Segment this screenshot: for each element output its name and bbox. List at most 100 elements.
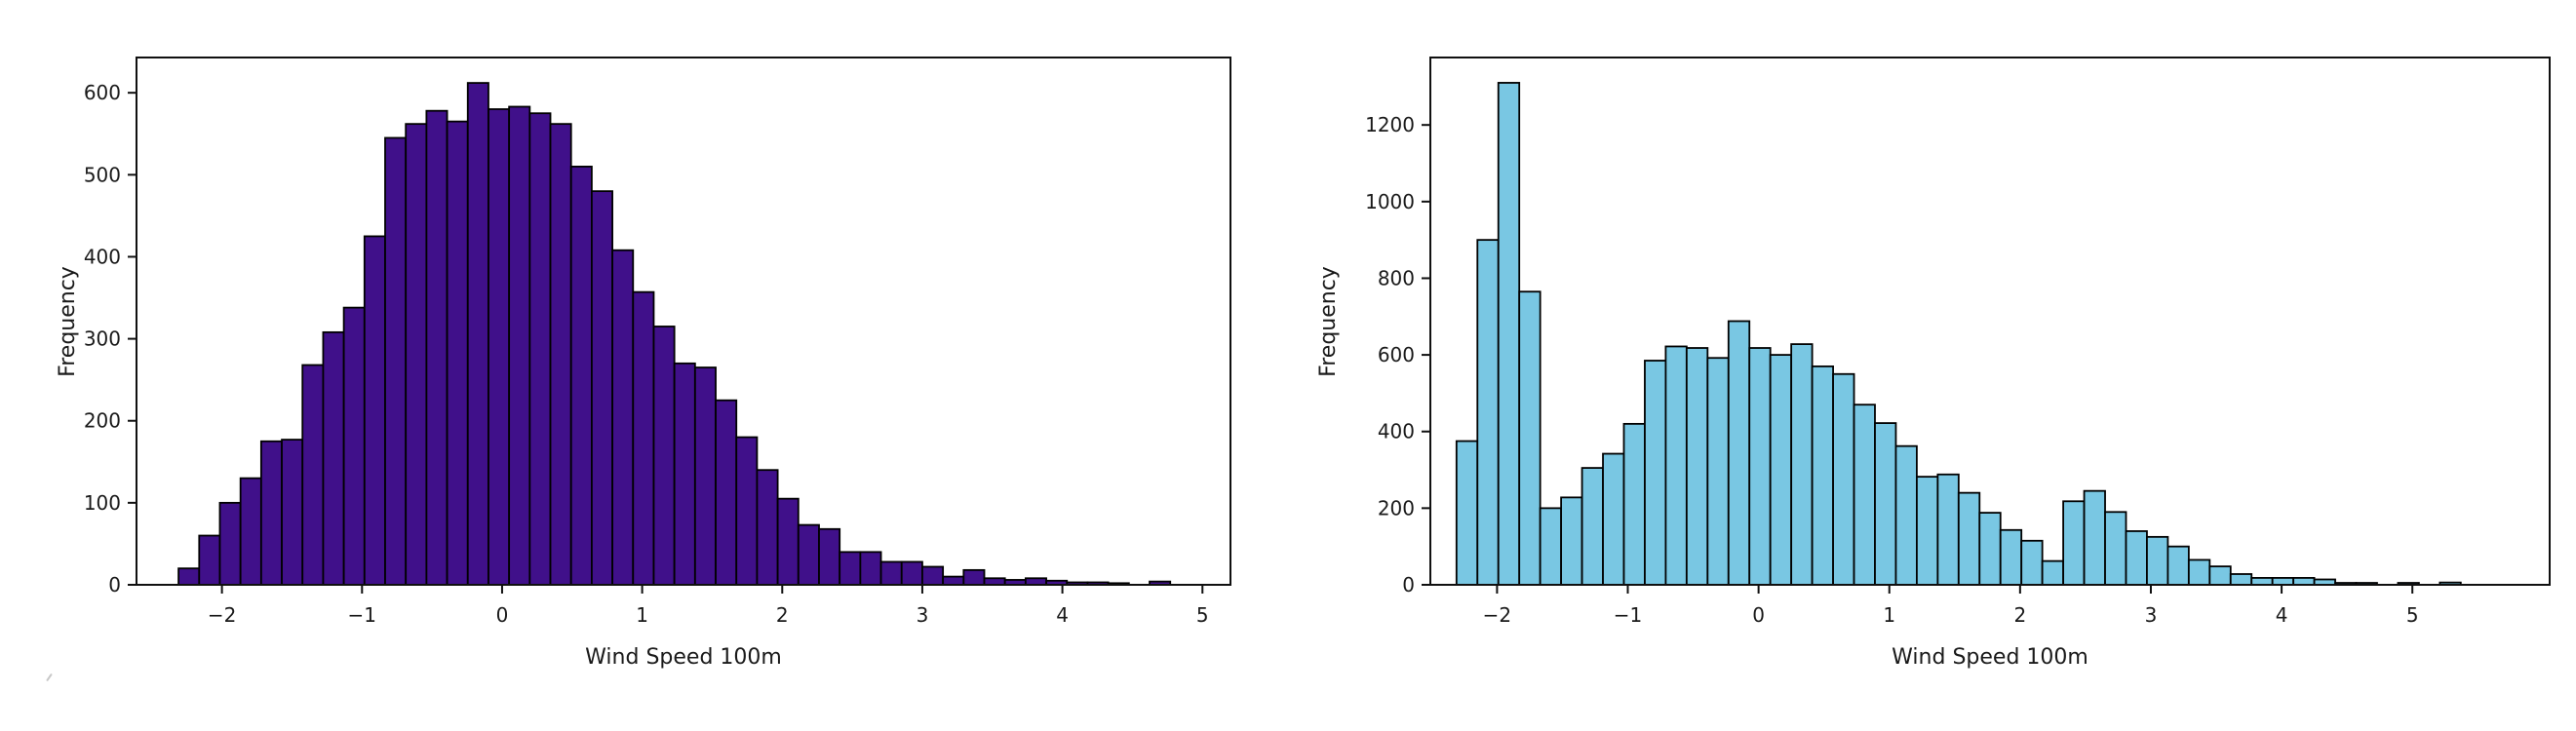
histogram-bar	[921, 565, 945, 586]
histogram-bar	[900, 560, 923, 586]
histogram-bar	[1455, 440, 1479, 586]
histogram-bar	[2166, 545, 2190, 586]
histogram-bar	[1999, 528, 2023, 586]
x-tick-label: 0	[496, 603, 509, 627]
histogram-bar	[735, 436, 759, 586]
histogram-bar	[508, 105, 531, 586]
histogram-bar	[466, 82, 489, 586]
histogram-bar	[1622, 422, 1646, 586]
x-tick-label: −2	[208, 603, 236, 627]
left-plot-area: −2 −1 0 1 2 3 4 5 0 100 200 300 400 500 600	[84, 57, 1231, 627]
histogram-bar	[1936, 473, 1960, 586]
histogram-bar	[818, 527, 841, 586]
histogram-bar	[1644, 360, 1667, 586]
x-tick-label: 1	[1883, 603, 1895, 627]
histogram-bar	[983, 577, 1006, 586]
histogram-bar	[342, 306, 366, 586]
x-axis-label: Wind Speed 100m	[585, 645, 782, 670]
x-tick-label: 3	[2145, 603, 2158, 627]
x-tick-label: 4	[1056, 603, 1069, 627]
histogram-bar	[2041, 559, 2065, 586]
histogram-bar	[652, 326, 676, 586]
histogram-bar	[1916, 476, 1939, 586]
x-tick-label: 5	[1196, 603, 1209, 627]
y-axis-label: Frequency	[1316, 266, 1341, 377]
histogram-bar	[879, 560, 903, 586]
histogram-bar	[1874, 422, 1897, 586]
y-tick-label: 0	[108, 573, 121, 596]
y-tick-label: 0	[1402, 573, 1415, 596]
histogram-bar	[1560, 496, 1583, 586]
x-tick-label: −2	[1483, 603, 1511, 627]
histogram-bar	[1894, 444, 1918, 586]
x-tick-label: 4	[2276, 603, 2288, 627]
histogram-bar	[1685, 347, 1709, 586]
y-tick-label: 300	[84, 327, 121, 351]
x-tick-label: 3	[917, 603, 929, 627]
plot-border	[136, 57, 1231, 586]
histogram-bar	[756, 469, 779, 586]
histogram-bar	[1602, 452, 1625, 586]
histogram-bar	[177, 567, 201, 586]
histogram-bar	[2208, 565, 2232, 586]
histogram-bar	[2146, 535, 2169, 586]
y-tick-label: 200	[84, 409, 121, 433]
histogram-bar	[2250, 577, 2274, 586]
right-histogram-chart: −2 −1 0 1 2 3 4 5 0 200 400 600 800 1000 1200 Wind Spe…	[1316, 57, 2551, 670]
histogram-bar	[425, 109, 449, 586]
histogram-bar	[528, 112, 552, 586]
histogram-bar	[591, 190, 613, 586]
histogram-bar	[218, 501, 242, 586]
x-tick-label: 1	[636, 603, 648, 627]
histogram-bar	[859, 551, 882, 586]
histogram-bar	[1518, 290, 1542, 586]
histogram-bar	[2271, 577, 2295, 586]
histogram-bar	[1853, 404, 1876, 586]
histogram-bar	[611, 249, 635, 586]
histogram-bar	[405, 123, 428, 586]
right-plot-area: −2 −1 0 1 2 3 4 5 0 200 400 600 800 1000 1200	[1365, 57, 2551, 627]
histogram-bar	[1769, 354, 1793, 586]
histogram-bar	[1727, 320, 1751, 586]
histogram-bar	[2187, 558, 2211, 586]
y-tick-label: 200	[1378, 496, 1415, 519]
histogram-bar	[839, 551, 862, 586]
x-tick-label: 2	[776, 603, 789, 627]
histogram-bar	[673, 362, 696, 586]
histogram-bar	[1978, 512, 2002, 586]
histogram-bar	[632, 290, 655, 586]
histogram-bar	[2292, 577, 2316, 586]
histogram-bar	[488, 108, 511, 586]
x-tick-label: 0	[1752, 603, 1765, 627]
plot-border	[1429, 57, 2551, 586]
histogram-bar	[1024, 577, 1047, 586]
x-tick-label: 5	[2406, 603, 2419, 627]
histogram-bar	[301, 364, 325, 586]
y-tick-label: 400	[84, 245, 121, 268]
histogram-bar	[239, 477, 262, 586]
histogram-bar	[569, 165, 593, 586]
histogram-bar	[446, 120, 469, 586]
histogram-bar	[1957, 491, 1981, 586]
panel-left-histogram: −2 −1 0 1 2 3 4 5 0 100 200 300 400 500 600 Wind Speed…	[56, 57, 1231, 670]
y-tick-label: 1200	[1365, 113, 1415, 136]
histogram-bar	[363, 235, 386, 586]
histogram-bar	[962, 568, 986, 586]
y-axis-label: Frequency	[56, 266, 80, 377]
histogram-bar	[1476, 239, 1500, 586]
left-histogram-chart: −2 −1 0 1 2 3 4 5 0 100 200 300 400 500 600 Wind Speed…	[56, 57, 1231, 670]
histogram-bar	[2062, 500, 2086, 586]
histogram-bar	[776, 497, 800, 586]
histogram-bar	[1664, 345, 1688, 586]
histogram-bar	[1832, 372, 1855, 586]
x-tick-label: −1	[1614, 603, 1642, 627]
y-tick-label: 100	[84, 491, 121, 515]
y-tick-label: 400	[1378, 420, 1415, 443]
histogram-bar	[2229, 573, 2253, 586]
histogram-bar	[942, 575, 965, 586]
histogram-bar	[1581, 467, 1604, 586]
histogram-bar	[797, 523, 820, 586]
y-tick-label: 600	[84, 81, 121, 104]
panel-right-histogram: −2 −1 0 1 2 3 4 5 0 200 400 600 800 1000 1200 Wind Spe…	[1288, 0, 2576, 731]
